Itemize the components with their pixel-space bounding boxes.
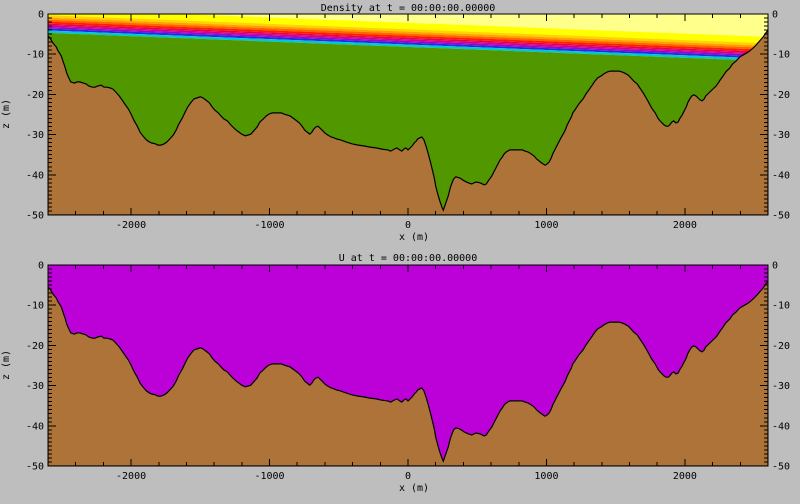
z-tick-label-right: -50 bbox=[772, 211, 790, 222]
density-yaxis-label: z (m) bbox=[1, 99, 12, 129]
density-band-2 bbox=[48, 17, 768, 48]
u-yaxis-label: z (m) bbox=[1, 350, 12, 380]
z-tick-label-right: -30 bbox=[772, 130, 790, 141]
density-band-3 bbox=[48, 19, 768, 50]
z-tick-label-left: -30 bbox=[26, 130, 44, 141]
z-tick-label-left: -20 bbox=[26, 341, 44, 352]
u-plot-area: -2000 -1000 0 1000 2000 0 0 -10 -10 -20 -20 -30 -30 -… bbox=[26, 261, 790, 483]
x-tick-label: 0 bbox=[405, 220, 411, 231]
z-tick-label-right: 0 bbox=[772, 261, 778, 272]
density-band-1 bbox=[48, 15, 768, 46]
density-band-7 bbox=[48, 26, 768, 57]
density-fill-layers bbox=[48, 14, 768, 215]
density-panel: Density at t = 00:00:00.00000 -2000 -1000… bbox=[1, 3, 790, 243]
terrain-bathymetry bbox=[48, 280, 768, 466]
z-tick-label-left: -10 bbox=[26, 301, 44, 312]
density-band-4 bbox=[48, 21, 768, 52]
x-tick-label: 1000 bbox=[534, 220, 558, 231]
z-tick-label-right: -10 bbox=[772, 50, 790, 61]
u-fill-layers bbox=[48, 265, 768, 466]
terrain-bathymetry bbox=[48, 29, 768, 215]
z-tick-label-right: 0 bbox=[772, 10, 778, 21]
z-tick-label-right: -20 bbox=[772, 341, 790, 352]
x-tick-label: 2000 bbox=[673, 220, 697, 231]
z-tick-label-right: -40 bbox=[772, 421, 790, 432]
density-band-5 bbox=[48, 23, 768, 54]
z-tick-label-left: 0 bbox=[38, 261, 44, 272]
density-band-8 bbox=[48, 28, 768, 59]
x-tick-label: 2000 bbox=[673, 471, 697, 482]
u-xaxis-label: x (m) bbox=[399, 483, 429, 494]
z-tick-label-left: -10 bbox=[26, 50, 44, 61]
x-tick-label: 0 bbox=[405, 471, 411, 482]
density-band-0 bbox=[48, 14, 768, 44]
z-tick-label-left: -40 bbox=[26, 421, 44, 432]
x-tick-label: -1000 bbox=[254, 220, 284, 231]
z-tick-label-left: -20 bbox=[26, 90, 44, 101]
z-tick-label-left: -30 bbox=[26, 381, 44, 392]
z-tick-label-left: -40 bbox=[26, 170, 44, 181]
x-tick-label: -2000 bbox=[116, 471, 146, 482]
density-title: Density at t = 00:00:00.00000 bbox=[321, 3, 496, 14]
density-xaxis-label: x (m) bbox=[399, 232, 429, 243]
x-tick-label: -2000 bbox=[116, 220, 146, 231]
z-tick-label-right: -50 bbox=[772, 462, 790, 473]
z-tick-label-left: -50 bbox=[26, 211, 44, 222]
density-band-6 bbox=[48, 25, 768, 56]
x-tick-label: -1000 bbox=[254, 471, 284, 482]
x-tick-label: 1000 bbox=[534, 471, 558, 482]
density-band-9 bbox=[48, 30, 768, 62]
z-tick-label-right: -40 bbox=[772, 170, 790, 181]
z-tick-label-right: -20 bbox=[772, 90, 790, 101]
z-tick-label-right: -10 bbox=[772, 301, 790, 312]
u-panel: U at t = 00:00:00.00000 -2000 -1000 0 1000 2… bbox=[1, 253, 790, 494]
density-plot-area: -2000 -1000 0 1000 2000 0 0 -10 -10 -20 -20 -30 -30 -… bbox=[26, 10, 790, 232]
u-title: U at t = 00:00:00.00000 bbox=[339, 253, 477, 264]
z-tick-label-left: -50 bbox=[26, 462, 44, 473]
z-tick-label-left: 0 bbox=[38, 10, 44, 21]
z-tick-label-right: -30 bbox=[772, 381, 790, 392]
